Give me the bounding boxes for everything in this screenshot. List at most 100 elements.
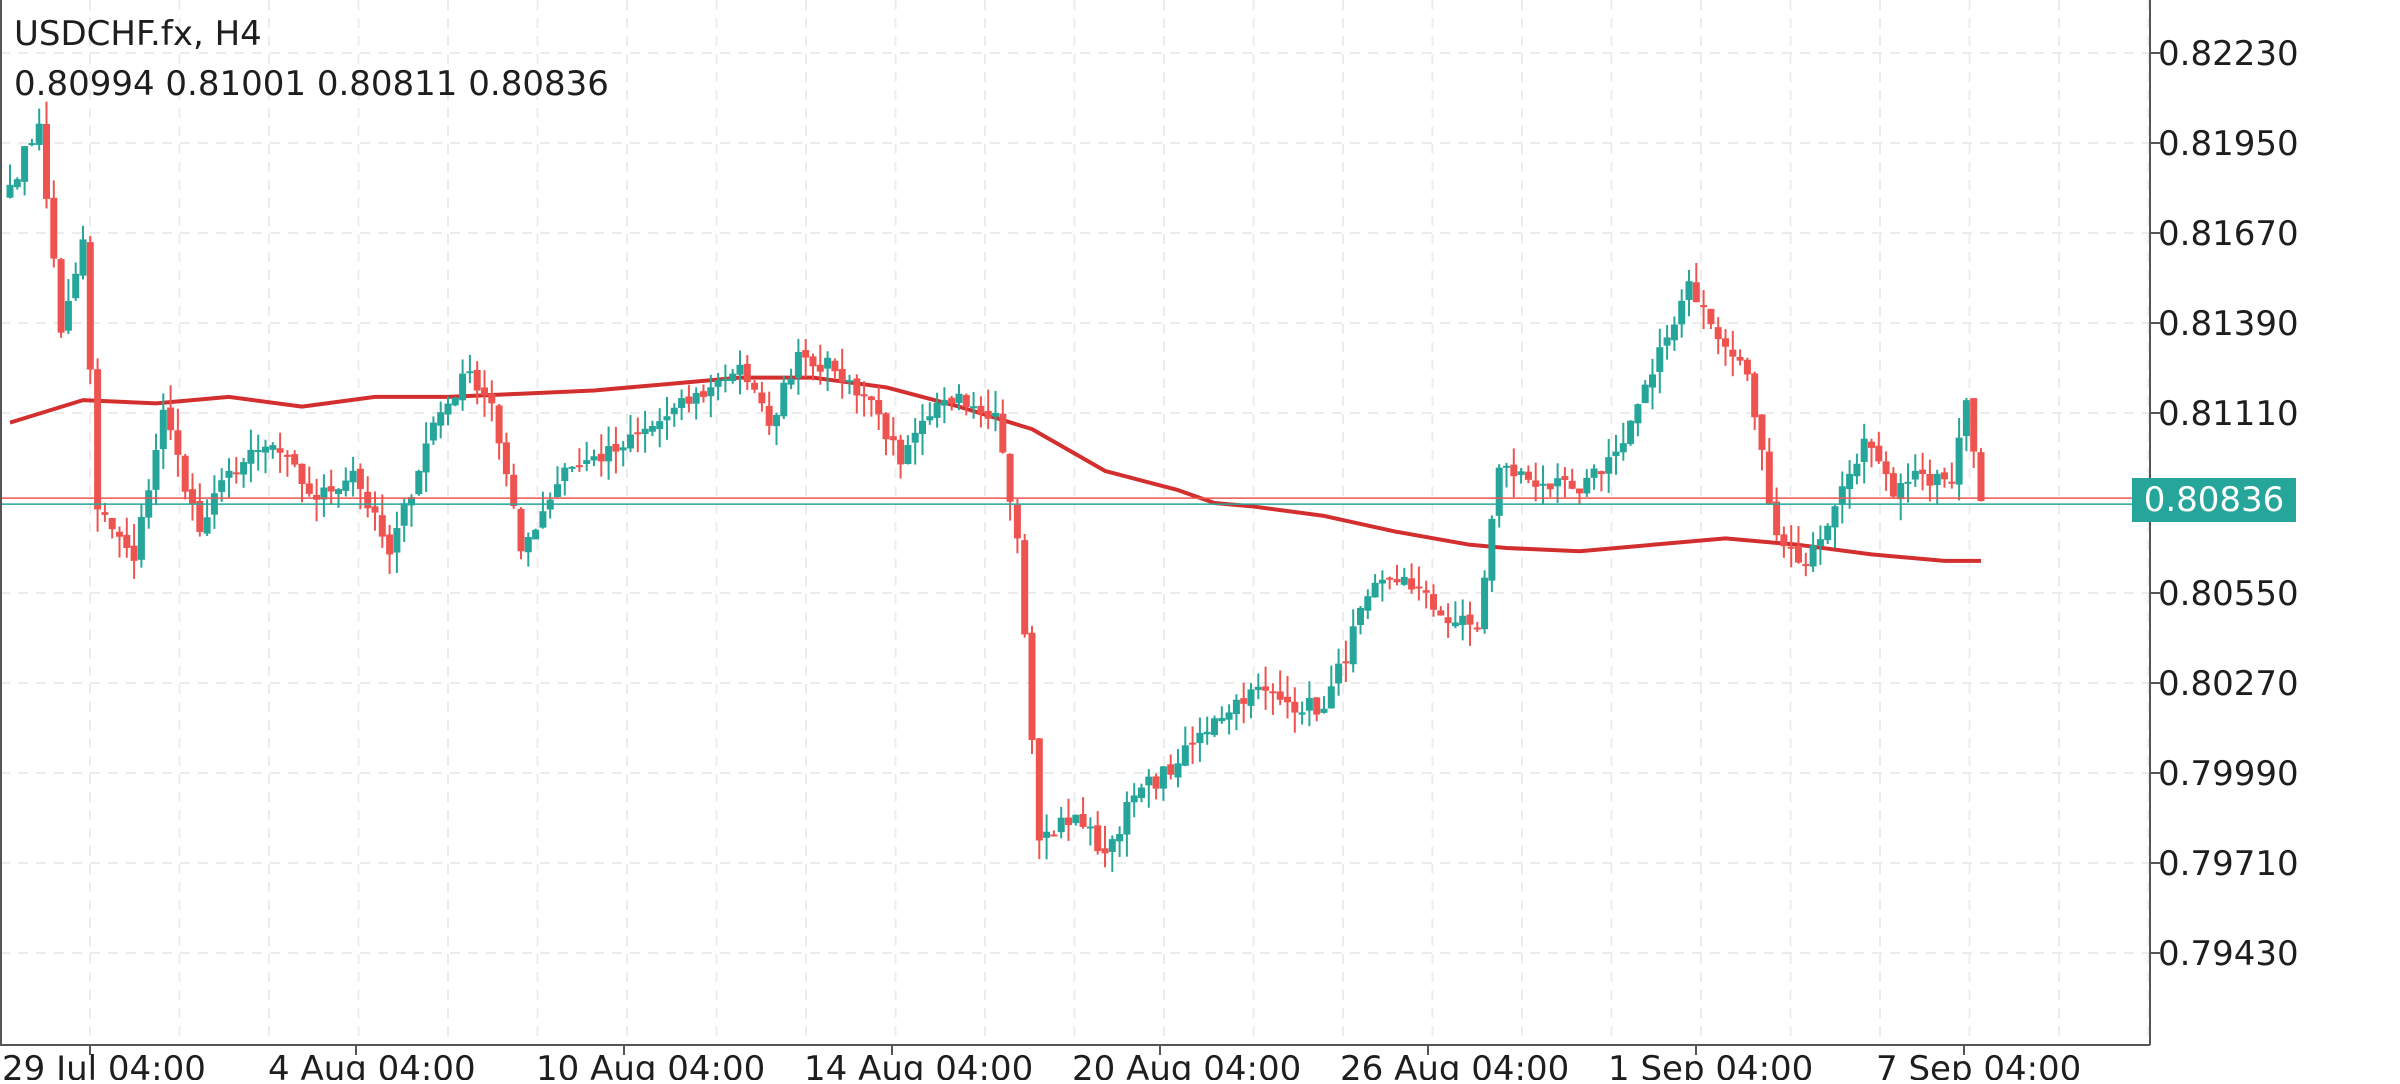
- candle: [356, 463, 364, 510]
- candle-body: [386, 534, 394, 555]
- candle: [1641, 380, 1649, 404]
- candle-body: [977, 406, 985, 414]
- candle: [28, 138, 36, 147]
- candle-body: [561, 467, 569, 482]
- candle: [1313, 697, 1321, 722]
- candle-body: [1065, 817, 1072, 826]
- candle: [575, 448, 583, 472]
- candle-body: [1729, 349, 1737, 357]
- candle-body: [1955, 437, 1963, 485]
- candle-body: [670, 407, 678, 415]
- candle-body: [459, 373, 467, 401]
- candle-body: [159, 409, 167, 450]
- candle: [1743, 357, 1751, 381]
- candle: [940, 387, 948, 424]
- candle-body: [605, 446, 613, 462]
- candle-body: [1546, 483, 1554, 490]
- candle: [181, 453, 189, 500]
- candle-body: [1627, 420, 1635, 444]
- candle-body: [1430, 594, 1437, 610]
- candle-body: [729, 373, 737, 382]
- candle: [663, 397, 671, 440]
- candle-body: [1284, 696, 1291, 703]
- candle: [554, 466, 561, 498]
- candle: [254, 434, 262, 471]
- candle: [1831, 505, 1839, 549]
- candle: [1276, 670, 1284, 706]
- candle-body: [1649, 374, 1656, 388]
- candle-body: [225, 470, 233, 478]
- candle: [510, 463, 518, 509]
- candle-body: [1532, 480, 1540, 487]
- candle-body: [1335, 663, 1343, 684]
- candle-body: [1911, 470, 1919, 480]
- candle-body: [1050, 834, 1058, 837]
- candle-body: [349, 470, 357, 483]
- candle-body: [94, 369, 102, 510]
- candle-body: [1247, 689, 1255, 706]
- candle: [1882, 451, 1890, 491]
- candle-body: [1736, 356, 1744, 361]
- candle: [1941, 467, 1948, 488]
- candle-body: [79, 239, 87, 276]
- price-axis[interactable]: 0.82230 0.81950 0.81670 0.81390 0.81110 0.805…: [2150, 34, 2299, 974]
- candle-body: [488, 393, 496, 404]
- candle-body: [1554, 478, 1562, 487]
- candle-body: [999, 413, 1007, 453]
- candle: [1517, 468, 1525, 484]
- candle-body: [751, 382, 759, 390]
- candle: [583, 441, 591, 472]
- candle-body: [327, 486, 335, 492]
- candle: [889, 417, 897, 456]
- candle-body: [1503, 465, 1510, 468]
- candles: [6, 101, 1985, 872]
- candle-body: [634, 432, 642, 435]
- candle: [342, 467, 350, 497]
- candle: [72, 262, 80, 301]
- candle-body: [1889, 473, 1897, 497]
- last-price-lines: [0, 497, 2150, 505]
- candle-body: [743, 363, 751, 383]
- candle: [999, 399, 1007, 454]
- candle-body: [1678, 300, 1686, 325]
- candle: [43, 101, 50, 209]
- candle-body: [466, 371, 474, 374]
- time-axis[interactable]: 29 Jul 04:00 4 Aug 04:00 10 Aug 04:00 14 Au…: [2, 1045, 2081, 1084]
- candle-body: [57, 259, 65, 333]
- candle-body: [911, 432, 919, 443]
- candle-body: [298, 463, 306, 485]
- candle-body: [240, 462, 248, 475]
- candle-body: [1773, 501, 1781, 536]
- candle: [933, 392, 941, 428]
- candle: [349, 456, 357, 497]
- candle: [174, 408, 182, 477]
- candle: [1130, 783, 1138, 818]
- candle-body: [889, 436, 897, 441]
- candle: [6, 164, 14, 199]
- candle-body: [846, 380, 853, 383]
- candle-body: [1371, 582, 1379, 598]
- candle: [232, 456, 240, 484]
- candle: [1889, 467, 1897, 499]
- candle: [634, 417, 642, 453]
- candle: [1305, 681, 1313, 727]
- candle: [656, 408, 664, 448]
- candle-body: [283, 454, 291, 457]
- chart-symbol-header: USDCHF.fx, H4: [14, 14, 262, 54]
- candle: [1656, 328, 1664, 394]
- candle: [437, 401, 445, 439]
- candle-body: [364, 491, 372, 509]
- candle: [1714, 317, 1722, 355]
- candle: [130, 524, 138, 579]
- candle: [1970, 398, 1978, 469]
- candle: [1145, 769, 1153, 808]
- candle: [1576, 488, 1583, 505]
- candle: [597, 434, 605, 477]
- candle: [466, 354, 474, 384]
- candle-body: [64, 300, 72, 331]
- candle: [1495, 464, 1503, 528]
- candle-body: [1962, 400, 1970, 437]
- candle: [1736, 349, 1744, 366]
- candle-body: [1634, 404, 1642, 424]
